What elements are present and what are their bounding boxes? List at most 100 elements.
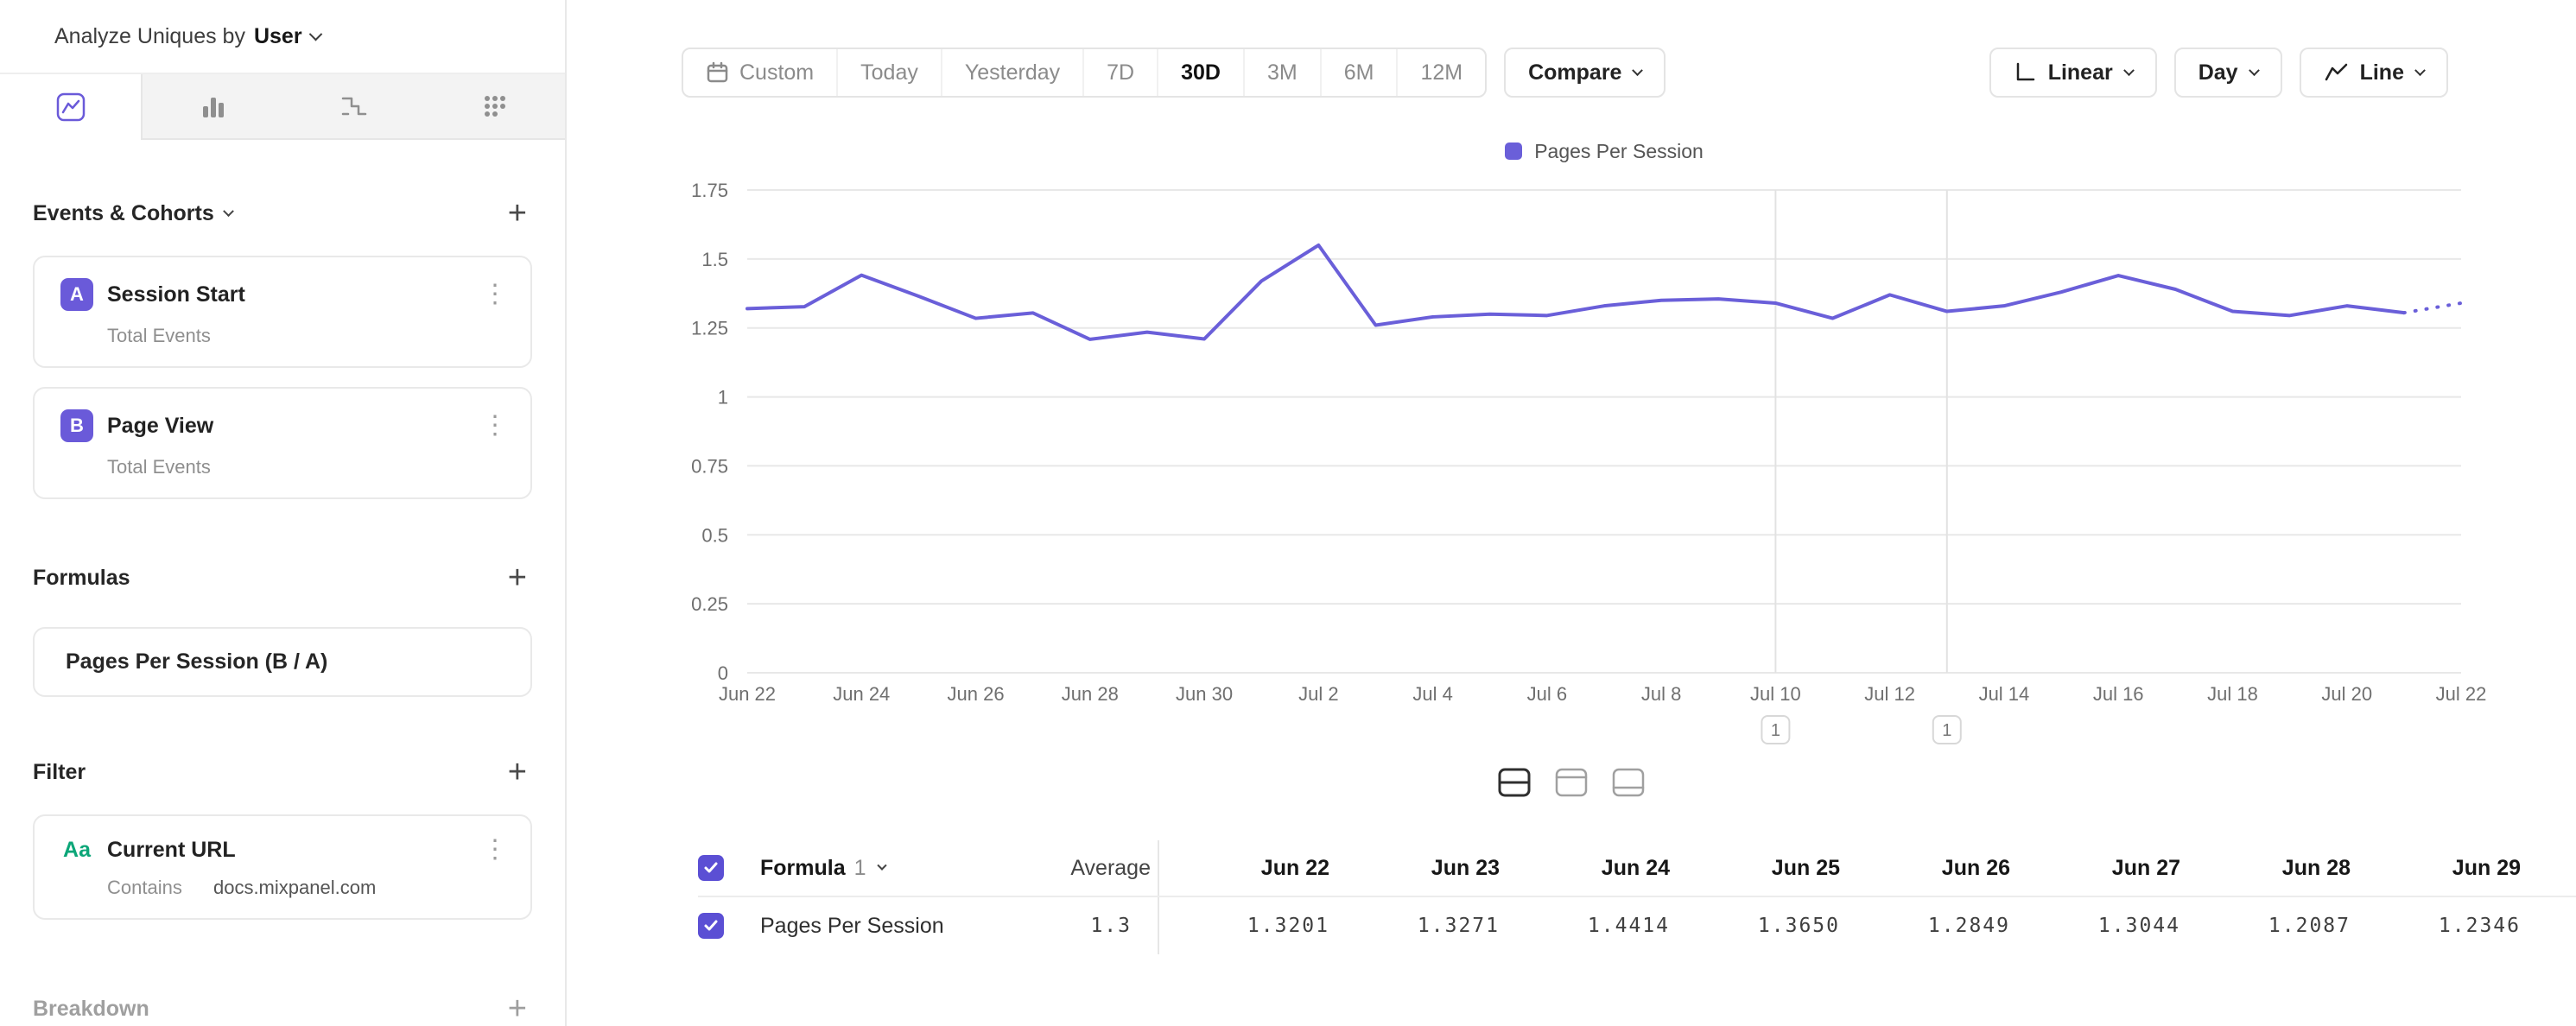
range-label: Today	[860, 60, 918, 85]
compare-button[interactable]: Compare	[1504, 48, 1666, 98]
range-3m-button[interactable]: 3M	[1242, 49, 1320, 96]
add-breakdown-button[interactable]: +	[507, 991, 527, 1026]
column-header: Jun 26	[1941, 855, 2010, 880]
layout-split-button[interactable]	[1493, 761, 1536, 804]
svg-text:Jul 10: Jul 10	[1750, 683, 1801, 705]
annotation-badge[interactable]	[1932, 715, 1962, 744]
tab-insights[interactable]	[0, 74, 143, 140]
kebab-menu-icon[interactable]: ⋮	[482, 411, 508, 440]
svg-text:0.5: 0.5	[701, 524, 728, 546]
add-formula-button[interactable]: +	[507, 560, 527, 596]
event-aggregation[interactable]: Total Events	[107, 325, 211, 346]
svg-text:Jun 26: Jun 26	[948, 683, 1005, 705]
kebab-menu-icon[interactable]: ⋮	[482, 835, 508, 864]
breakdown-header: Breakdown +	[33, 992, 532, 1025]
kebab-menu-icon[interactable]: ⋮	[482, 280, 508, 308]
layout-chart-button[interactable]	[1550, 761, 1593, 804]
event-name: Page View	[107, 413, 214, 438]
interval-selector-button[interactable]: Day	[2173, 48, 2282, 98]
average-label: Average	[1070, 855, 1151, 880]
filter-card-current-url[interactable]: Aa Current URL ⋮ Contains docs.mixpanel.…	[33, 814, 532, 920]
layout-table-button[interactable]	[1607, 761, 1650, 804]
line-chart-icon	[2325, 63, 2347, 81]
query-sidebar: Analyze Uniques by User	[0, 0, 567, 1026]
tab-retention-report[interactable]	[424, 74, 565, 138]
chevron-down-icon	[308, 27, 322, 41]
report-type-tabs	[0, 74, 565, 140]
filter-value: docs.mixpanel.com	[213, 877, 377, 898]
svg-text:Jun 30: Jun 30	[1176, 683, 1233, 705]
range-30d-button[interactable]: 30D	[1157, 49, 1243, 96]
column-header: Jun 24	[1601, 855, 1670, 880]
tab-bar-report[interactable]	[143, 74, 283, 138]
select-all-checkbox[interactable]	[698, 855, 724, 881]
chart-view-icon	[1555, 768, 1588, 797]
svg-text:1.75: 1.75	[691, 180, 728, 201]
svg-text:Jul 8: Jul 8	[1641, 683, 1681, 705]
event-card-session-start[interactable]: A Session Start ⋮ Total Events	[33, 256, 532, 368]
chevron-down-icon	[876, 860, 887, 871]
svg-text:Jul 14: Jul 14	[1979, 683, 2030, 705]
formula-group-selector[interactable]: Formula 1	[760, 856, 1071, 881]
range-yesterday-button[interactable]: Yesterday	[940, 49, 1082, 96]
svg-text:Jul 2: Jul 2	[1298, 683, 1338, 705]
add-filter-button[interactable]: +	[507, 754, 527, 790]
event-aggregation[interactable]: Total Events	[107, 456, 211, 478]
svg-text:0: 0	[718, 662, 728, 684]
breakdown-label: Breakdown	[33, 996, 149, 1021]
formula-name: Pages Per Session (B / A)	[66, 649, 328, 674]
filter-label: Filter	[33, 759, 86, 784]
chart-legend: Pages Per Session	[747, 137, 2461, 165]
svg-text:Jun 28: Jun 28	[1062, 683, 1119, 705]
range-today-button[interactable]: Today	[836, 49, 941, 96]
formula-card[interactable]: Pages Per Session (B / A)	[33, 627, 532, 697]
bar-chart-icon	[202, 98, 224, 117]
legend-series-label[interactable]: Pages Per Session	[1534, 139, 1704, 162]
filter-condition[interactable]: Contains docs.mixpanel.com	[107, 877, 508, 899]
chart-type-label: Line	[2359, 60, 2404, 85]
row-series-name: Pages Per Session	[760, 913, 944, 938]
check-icon	[704, 920, 718, 931]
svg-text:1: 1	[1771, 721, 1780, 740]
svg-text:Jul 18: Jul 18	[2207, 683, 2258, 705]
events-cohorts-title[interactable]: Events & Cohorts	[33, 200, 234, 226]
svg-text:Jun 22: Jun 22	[719, 683, 776, 705]
formulas-label: Formulas	[33, 565, 130, 590]
event-card-page-view[interactable]: B Page View ⋮ Total Events	[33, 387, 532, 499]
line-chart[interactable]: 0 0.25 0.5 0.75 1 1.25 1.5 1.75 1 1 Jun 22 Jun 24 Ju…	[567, 168, 2528, 756]
chart-type-selector-button[interactable]: Line	[2299, 48, 2448, 98]
event-badge-a: A	[60, 278, 93, 311]
svg-text:1: 1	[1942, 721, 1951, 740]
cell-value: 1.2087	[2268, 915, 2351, 937]
range-custom-button[interactable]: Custom	[683, 49, 836, 96]
chevron-down-icon	[2248, 64, 2260, 76]
range-label: 12M	[1420, 60, 1463, 85]
analyze-uniques-selector[interactable]: Analyze Uniques by User	[0, 0, 565, 74]
average-column-header[interactable]: Average	[1070, 855, 1158, 881]
range-6m-button[interactable]: 6M	[1319, 49, 1397, 96]
calendar-icon	[707, 61, 728, 82]
group-index: 1	[853, 855, 866, 880]
cell-value: 1.2849	[1927, 915, 2010, 937]
table-row: Pages Per Session 1.3 1.3201 1.3271 1.44…	[698, 897, 2576, 954]
column-header: Jun 23	[1431, 855, 1500, 880]
range-12m-button[interactable]: 12M	[1396, 49, 1485, 96]
annotation-badge[interactable]	[1761, 715, 1791, 744]
funnel-icon	[341, 97, 366, 116]
range-label: Yesterday	[964, 60, 1061, 85]
axis-icon	[2016, 62, 2034, 81]
range-7d-button[interactable]: 7D	[1082, 49, 1157, 96]
row-checkbox[interactable]	[698, 913, 724, 939]
check-icon	[704, 862, 718, 873]
event-badge-b: B	[60, 409, 93, 442]
row-values: 1.3201 1.3271 1.4414 1.3650 1.2849 1.304…	[1158, 897, 2521, 954]
string-property-icon: Aa	[63, 837, 91, 862]
add-event-button[interactable]: +	[507, 195, 527, 231]
cell-value: 1.3650	[1757, 915, 1840, 937]
events-cohorts-label: Events & Cohorts	[33, 200, 214, 225]
scale-selector-button[interactable]: Linear	[1989, 48, 2157, 98]
date-range-group: Custom Today Yesterday 7D 30D 3M 6M 12M	[682, 48, 1488, 98]
tab-funnel-report[interactable]	[283, 74, 424, 138]
svg-text:Jul 16: Jul 16	[2093, 683, 2144, 705]
